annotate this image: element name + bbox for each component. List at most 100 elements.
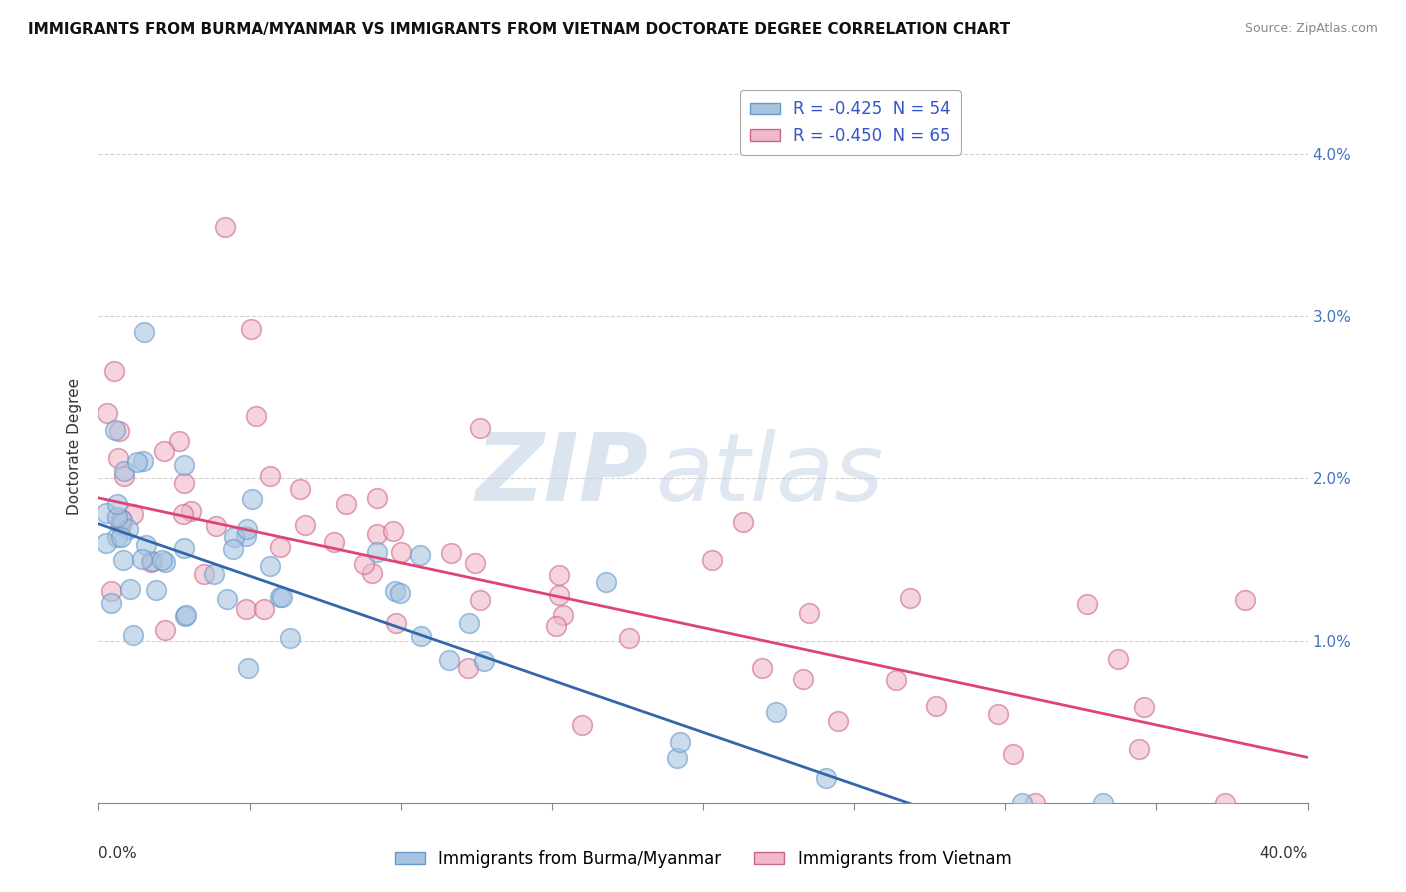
Point [180, 504, 202, 518]
Point [139, 555, 162, 569]
Point [131, 551, 153, 566]
Point [464, 556, 486, 570]
Point [595, 574, 617, 589]
Point [384, 584, 406, 599]
Point [122, 508, 145, 522]
Point [222, 541, 245, 556]
Point [751, 661, 773, 675]
Point [173, 458, 195, 472]
Point [105, 497, 128, 511]
Point [252, 602, 274, 616]
Point [242, 491, 264, 506]
Point [150, 553, 173, 567]
Point [884, 673, 907, 687]
Point [96, 407, 118, 421]
Point [827, 714, 849, 728]
Point [236, 522, 259, 536]
Point [457, 660, 479, 674]
Point [108, 424, 131, 438]
Point [733, 515, 755, 529]
Point [100, 583, 122, 598]
Point [174, 608, 197, 623]
Point [389, 545, 412, 559]
Point [1011, 796, 1033, 810]
Point [468, 593, 491, 607]
Point [131, 454, 153, 468]
Point [1076, 597, 1098, 611]
Point [120, 582, 142, 597]
Point [173, 541, 195, 555]
Point [112, 552, 135, 566]
Point [335, 496, 357, 510]
Point [547, 588, 569, 602]
Point [259, 558, 281, 573]
Point [797, 606, 820, 620]
Point [294, 518, 316, 533]
Point [381, 524, 404, 538]
Point [217, 591, 239, 606]
Point [668, 735, 690, 749]
Point [96, 506, 118, 520]
Point [472, 654, 495, 668]
Point [548, 567, 571, 582]
Point [366, 491, 388, 505]
Point [96, 535, 118, 549]
Point [288, 483, 311, 497]
Text: Source: ZipAtlas.com: Source: ZipAtlas.com [1244, 22, 1378, 36]
Point [1024, 796, 1046, 810]
Point [1233, 592, 1256, 607]
Point [235, 602, 257, 616]
Point [205, 519, 228, 533]
Point [1107, 651, 1129, 665]
Point [193, 566, 215, 581]
Point [1133, 699, 1156, 714]
Point [437, 653, 460, 667]
Point [925, 698, 948, 713]
Point [112, 468, 135, 483]
Point [112, 464, 135, 478]
Point [987, 706, 1010, 721]
Point [105, 530, 128, 544]
Point [214, 220, 236, 235]
Point [104, 423, 127, 437]
Legend: Immigrants from Burma/Myanmar, Immigrants from Vietnam: Immigrants from Burma/Myanmar, Immigrant… [388, 844, 1018, 875]
Text: 40.0%: 40.0% [1260, 846, 1308, 861]
Point [814, 771, 837, 785]
Point [153, 623, 176, 637]
Point [117, 522, 139, 536]
Legend: R = -0.425  N = 54, R = -0.450  N = 65: R = -0.425 N = 54, R = -0.450 N = 65 [740, 90, 960, 154]
Point [110, 512, 132, 526]
Point [141, 554, 163, 568]
Point [361, 566, 384, 580]
Point [619, 631, 641, 645]
Point [385, 615, 408, 630]
Point [388, 585, 411, 599]
Point [238, 661, 260, 675]
Point [167, 434, 190, 448]
Point [259, 468, 281, 483]
Point [107, 510, 129, 524]
Point [792, 672, 814, 686]
Text: ZIP: ZIP [475, 428, 648, 521]
Point [269, 540, 291, 554]
Point [153, 555, 176, 569]
Point [111, 513, 134, 527]
Point [107, 451, 129, 466]
Point [544, 619, 567, 633]
Point [1092, 796, 1115, 810]
Point [152, 444, 174, 458]
Point [323, 535, 346, 549]
Point [470, 421, 492, 435]
Point [409, 629, 432, 643]
Point [571, 718, 593, 732]
Point [135, 538, 157, 552]
Point [440, 546, 463, 560]
Text: IMMIGRANTS FROM BURMA/MYANMAR VS IMMIGRANTS FROM VIETNAM DOCTORATE DEGREE CORREL: IMMIGRANTS FROM BURMA/MYANMAR VS IMMIGRA… [28, 22, 1011, 37]
Point [1213, 796, 1236, 810]
Point [280, 631, 302, 645]
Point [202, 566, 225, 581]
Point [125, 455, 148, 469]
Point [121, 627, 143, 641]
Text: atlas: atlas [655, 429, 883, 520]
Point [239, 322, 262, 336]
